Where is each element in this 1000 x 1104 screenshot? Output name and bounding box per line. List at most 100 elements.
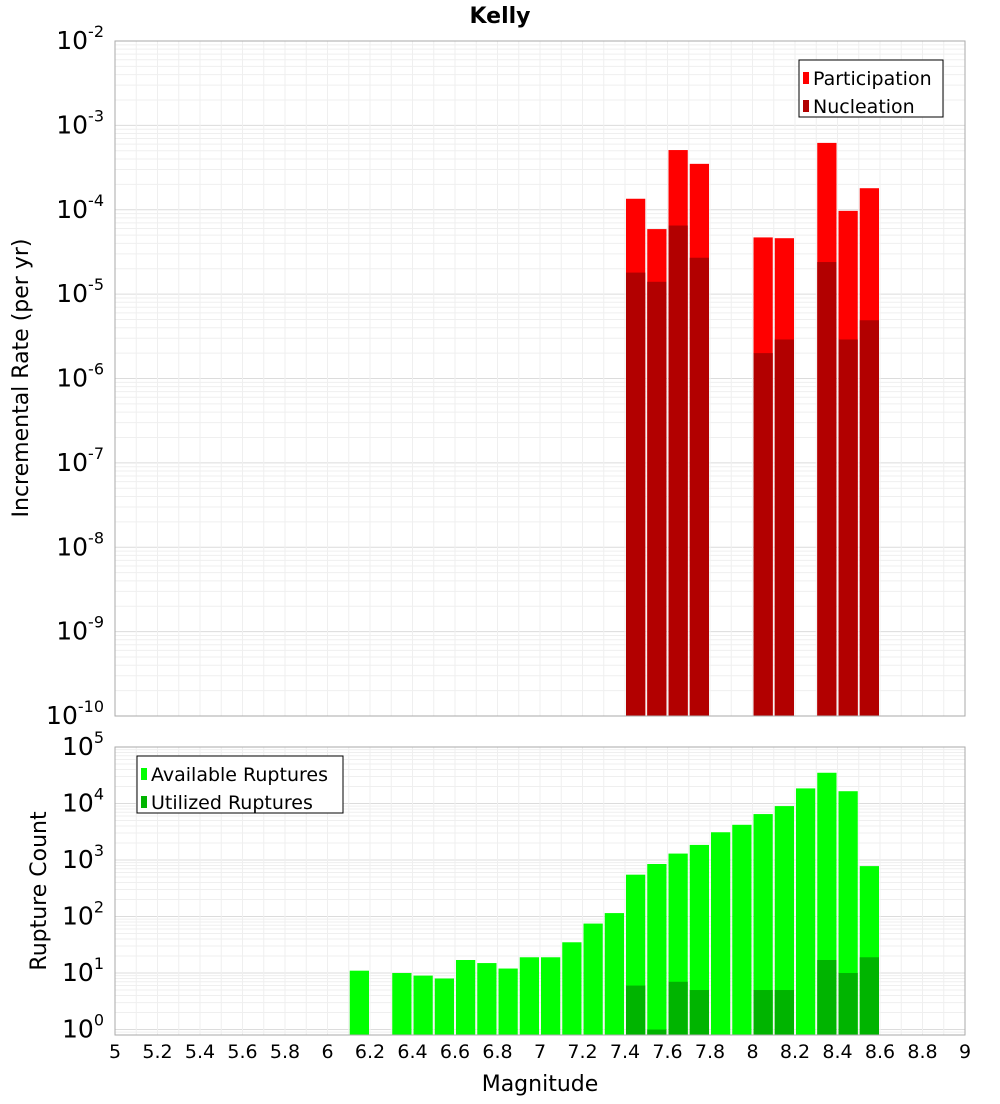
top-legend: Participation Nucleation xyxy=(798,59,944,118)
x-tick-label: 5.6 xyxy=(227,1041,257,1063)
legend-box xyxy=(136,755,344,814)
x-tick-label: 5.4 xyxy=(185,1041,215,1063)
utilized-ruptures-bar xyxy=(668,981,688,1035)
available-ruptures-bar xyxy=(604,913,624,1035)
available-ruptures-bar xyxy=(413,975,433,1035)
legend-swatch xyxy=(803,72,809,84)
legend-swatch xyxy=(803,100,809,112)
nucleation-bar xyxy=(774,339,794,716)
y-tick-label: 10-9 xyxy=(56,613,104,646)
legend-label: Utilized Ruptures xyxy=(151,792,313,814)
legend-label: Nucleation xyxy=(813,96,915,118)
legend-swatch xyxy=(141,768,147,780)
y-tick-label: 10-4 xyxy=(56,191,104,224)
bottom-plot-frame xyxy=(114,746,966,1036)
legend-swatch xyxy=(141,796,147,808)
x-tick-label: 8.4 xyxy=(822,1041,852,1063)
bottom-y-tick-labels: 100 101 102 103 104 105 xyxy=(62,728,104,1044)
utilized-ruptures-bar xyxy=(859,957,879,1035)
x-tick-label: 5 xyxy=(109,1041,121,1063)
x-axis-label: Magnitude xyxy=(482,1072,599,1097)
y-tick-label: 102 xyxy=(62,898,104,931)
available-ruptures-bar xyxy=(774,806,794,1035)
y-tick-label: 101 xyxy=(62,954,104,987)
x-tick-label: 7.6 xyxy=(652,1041,682,1063)
x-tick-label: 6.8 xyxy=(482,1041,512,1063)
available-ruptures-bar xyxy=(583,923,603,1035)
available-ruptures-bar xyxy=(562,942,582,1035)
y-tick-label: 10-5 xyxy=(56,275,104,308)
nucleation-bar xyxy=(817,262,837,716)
x-tick-label: 8.8 xyxy=(907,1041,937,1063)
top-gridlines xyxy=(114,40,966,717)
x-tick-label: 7.2 xyxy=(567,1041,597,1063)
available-ruptures-bar xyxy=(498,968,518,1035)
utilized-ruptures-bar xyxy=(774,990,794,1035)
available-ruptures-bar xyxy=(711,832,731,1035)
utilized-ruptures-bar xyxy=(838,973,858,1035)
y-tick-label: 10-7 xyxy=(56,444,104,477)
utilized-ruptures-bar xyxy=(689,990,709,1035)
available-ruptures-bar xyxy=(477,963,497,1035)
nucleation-bar xyxy=(647,281,667,716)
legend-label: Available Ruptures xyxy=(151,764,328,786)
x-tick-label: 7.4 xyxy=(610,1041,640,1063)
top-bars xyxy=(626,142,879,717)
available-ruptures-bar xyxy=(519,957,539,1035)
x-tick-label: 7.8 xyxy=(695,1041,725,1063)
x-tick-label: 6 xyxy=(321,1041,333,1063)
x-tick-label: 5.2 xyxy=(142,1041,172,1063)
x-tick-label: 8.6 xyxy=(865,1041,895,1063)
utilized-ruptures-bar xyxy=(647,1029,667,1035)
x-tick-labels: 5 5.2 5.4 5.6 5.8 6 6.2 6.4 6.6 6.8 7 7.2 7.4 7.6 7.8 8… xyxy=(109,1041,971,1063)
y-tick-label: 10-8 xyxy=(56,528,104,561)
y-tick-label: 100 xyxy=(62,1011,104,1044)
available-ruptures-bar xyxy=(434,978,454,1035)
y-tick-label: 103 xyxy=(62,841,104,874)
nucleation-bar xyxy=(626,272,646,716)
utilized-ruptures-bar xyxy=(626,985,646,1035)
x-tick-label: 6.6 xyxy=(440,1041,470,1063)
x-tick-label: 7 xyxy=(534,1041,546,1063)
x-tick-label: 6.2 xyxy=(355,1041,385,1063)
y-tick-label: 10-6 xyxy=(56,360,104,393)
x-tick-label: 9 xyxy=(959,1041,971,1063)
x-tick-label: 5.8 xyxy=(270,1041,300,1063)
nucleation-bar xyxy=(689,257,709,716)
x-tick-label: 8.2 xyxy=(780,1041,810,1063)
y-tick-label: 10-10 xyxy=(46,697,104,730)
utilized-ruptures-bar xyxy=(753,990,773,1035)
nucleation-bar xyxy=(668,225,688,716)
legend-label: Participation xyxy=(813,68,932,90)
legend-box xyxy=(798,59,944,118)
chart-title: Kelly xyxy=(469,4,530,29)
available-ruptures-bar xyxy=(647,863,667,1035)
bottom-bars xyxy=(349,772,879,1035)
y-tick-label: 10-2 xyxy=(56,22,104,55)
available-ruptures-bar xyxy=(349,970,369,1035)
available-ruptures-bar xyxy=(732,824,752,1035)
nucleation-bar xyxy=(838,339,858,716)
participation-rate-panel: 10-10 10-9 10-8 10-7 10-6 10-5 10-4 10-3 10-2 In… xyxy=(9,22,966,730)
available-ruptures-bar xyxy=(753,814,773,1035)
available-ruptures-bar xyxy=(392,973,412,1035)
top-y-axis-label: Incremental Rate (per yr) xyxy=(9,239,34,518)
bottom-y-axis-label: Rupture Count xyxy=(27,811,52,971)
top-y-tick-labels: 10-10 10-9 10-8 10-7 10-6 10-5 10-4 10-3 10-2 xyxy=(46,22,104,730)
available-ruptures-bar xyxy=(796,788,816,1035)
nucleation-bar xyxy=(859,320,879,716)
y-tick-label: 10-3 xyxy=(56,106,104,139)
bottom-legend: Available Ruptures Utilized Ruptures xyxy=(136,755,344,814)
nucleation-bar xyxy=(753,353,773,716)
available-ruptures-bar xyxy=(689,844,709,1035)
available-ruptures-bar xyxy=(456,959,476,1035)
top-plot-frame xyxy=(114,40,966,717)
x-tick-label: 8 xyxy=(746,1041,758,1063)
y-tick-label: 105 xyxy=(62,728,104,761)
utilized-ruptures-bar xyxy=(817,959,837,1035)
x-tick-label: 6.4 xyxy=(397,1041,427,1063)
y-tick-label: 104 xyxy=(62,785,104,818)
available-ruptures-bar xyxy=(541,957,561,1035)
